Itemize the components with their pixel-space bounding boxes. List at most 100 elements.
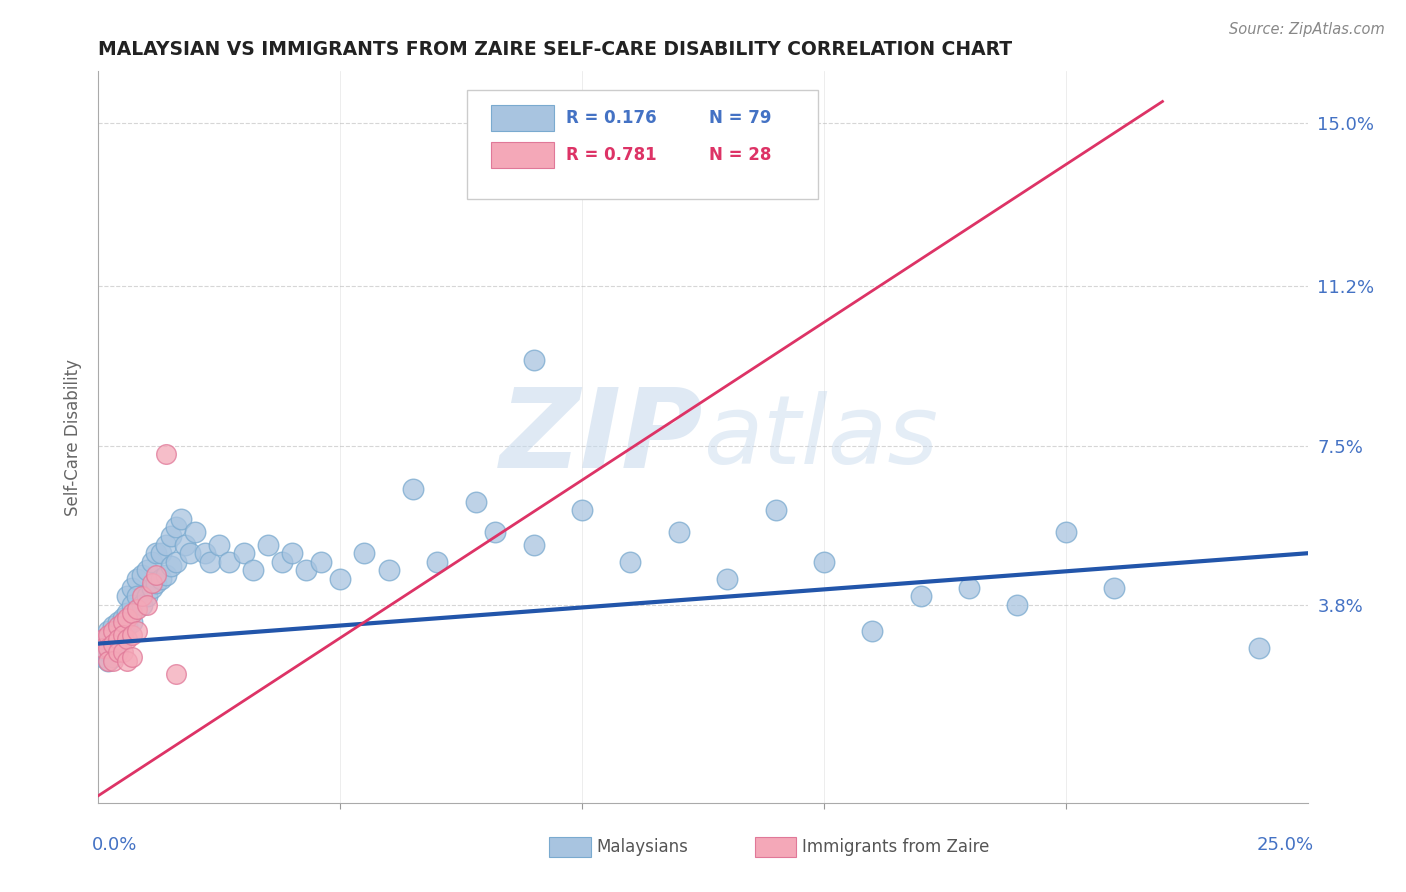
Point bbox=[101, 619, 124, 633]
FancyBboxPatch shape bbox=[550, 838, 591, 857]
Y-axis label: Self-Care Disability: Self-Care Disability bbox=[65, 359, 83, 516]
Text: Source: ZipAtlas.com: Source: ZipAtlas.com bbox=[1229, 22, 1385, 37]
Point bbox=[198, 555, 221, 569]
Point bbox=[101, 654, 124, 668]
Point bbox=[619, 555, 641, 569]
Point bbox=[179, 546, 201, 560]
Text: R = 0.781: R = 0.781 bbox=[567, 145, 657, 164]
Text: Malaysians: Malaysians bbox=[596, 838, 689, 855]
Point bbox=[377, 564, 399, 578]
Point bbox=[716, 572, 738, 586]
Point bbox=[117, 589, 139, 603]
Point bbox=[131, 589, 153, 603]
Point bbox=[155, 447, 177, 461]
Point bbox=[135, 598, 157, 612]
Point bbox=[131, 567, 153, 582]
Point bbox=[571, 503, 593, 517]
Point bbox=[97, 628, 120, 642]
Point bbox=[107, 632, 129, 647]
Text: N = 28: N = 28 bbox=[709, 145, 772, 164]
Point bbox=[121, 649, 143, 664]
Point bbox=[426, 555, 449, 569]
Text: 0.0%: 0.0% bbox=[93, 836, 138, 854]
Point bbox=[111, 645, 134, 659]
Point bbox=[155, 567, 177, 582]
Point bbox=[281, 546, 304, 560]
Text: atlas: atlas bbox=[703, 391, 938, 483]
Point bbox=[91, 640, 114, 655]
Point bbox=[232, 546, 254, 560]
Point bbox=[97, 654, 120, 668]
Point bbox=[1007, 598, 1029, 612]
Point bbox=[121, 628, 143, 642]
Text: N = 79: N = 79 bbox=[709, 109, 772, 128]
Point bbox=[860, 624, 883, 638]
Point bbox=[111, 632, 134, 647]
Point bbox=[145, 546, 167, 560]
Point bbox=[523, 538, 546, 552]
Point bbox=[160, 559, 183, 574]
Point bbox=[111, 615, 134, 629]
Point bbox=[101, 637, 124, 651]
Point bbox=[165, 666, 187, 681]
Point bbox=[309, 555, 332, 569]
FancyBboxPatch shape bbox=[492, 105, 554, 131]
Point bbox=[765, 503, 787, 517]
Point bbox=[1249, 640, 1271, 655]
Point bbox=[145, 567, 167, 582]
Point bbox=[127, 572, 149, 586]
Point bbox=[169, 512, 191, 526]
Point bbox=[155, 538, 177, 552]
Point bbox=[523, 352, 546, 367]
FancyBboxPatch shape bbox=[755, 838, 796, 857]
Point bbox=[242, 564, 264, 578]
Point bbox=[135, 564, 157, 578]
Point bbox=[91, 649, 114, 664]
Point bbox=[165, 555, 187, 569]
Point bbox=[91, 640, 114, 655]
Point bbox=[107, 624, 129, 638]
Point bbox=[464, 494, 486, 508]
Point bbox=[329, 572, 352, 586]
Point bbox=[107, 640, 129, 655]
Point bbox=[97, 640, 120, 655]
Point bbox=[131, 598, 153, 612]
Point bbox=[271, 555, 294, 569]
Point bbox=[1054, 524, 1077, 539]
Point bbox=[91, 632, 114, 647]
Point bbox=[295, 564, 318, 578]
Point bbox=[101, 628, 124, 642]
Text: Immigrants from Zaire: Immigrants from Zaire bbox=[803, 838, 990, 855]
Point bbox=[101, 624, 124, 638]
Point bbox=[111, 619, 134, 633]
Point bbox=[141, 576, 163, 591]
FancyBboxPatch shape bbox=[467, 90, 818, 200]
Point bbox=[141, 555, 163, 569]
Point bbox=[150, 572, 173, 586]
Point bbox=[117, 619, 139, 633]
Point bbox=[117, 632, 139, 647]
Point bbox=[353, 546, 375, 560]
Text: 25.0%: 25.0% bbox=[1257, 836, 1313, 854]
Point bbox=[97, 624, 120, 638]
Point bbox=[135, 589, 157, 603]
Point bbox=[121, 615, 143, 629]
Point bbox=[484, 524, 506, 539]
Point bbox=[117, 611, 139, 625]
Point bbox=[127, 589, 149, 603]
Point bbox=[107, 632, 129, 647]
Point bbox=[121, 581, 143, 595]
Point bbox=[256, 538, 278, 552]
Point bbox=[165, 520, 187, 534]
Point bbox=[111, 611, 134, 625]
Point bbox=[121, 598, 143, 612]
Point bbox=[101, 649, 124, 664]
Point bbox=[107, 615, 129, 629]
Point bbox=[160, 529, 183, 543]
Point bbox=[91, 632, 114, 647]
Point bbox=[184, 524, 207, 539]
Point bbox=[127, 624, 149, 638]
Point bbox=[141, 581, 163, 595]
Point bbox=[668, 524, 690, 539]
Point bbox=[117, 607, 139, 621]
